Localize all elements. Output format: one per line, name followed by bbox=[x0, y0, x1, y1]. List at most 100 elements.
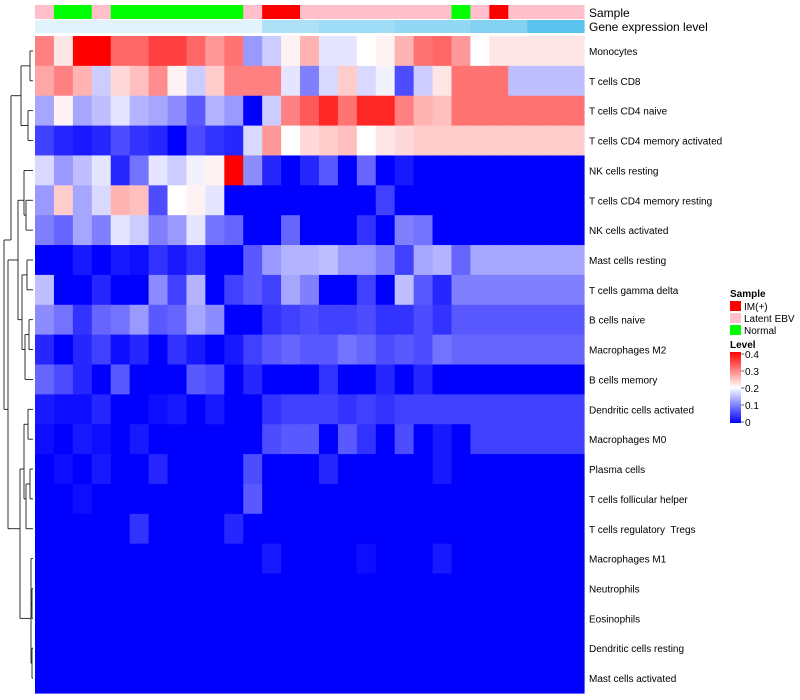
gene-annotation-label: Gene expression level bbox=[589, 20, 708, 34]
heatmap-cell bbox=[451, 603, 472, 634]
heatmap-cell bbox=[91, 543, 112, 575]
heatmap-cell bbox=[356, 215, 377, 246]
heatmap-cell bbox=[243, 543, 263, 575]
heatmap-cell bbox=[243, 65, 263, 97]
heatmap-cell bbox=[413, 245, 434, 276]
legend-sample-title: Sample bbox=[730, 289, 766, 300]
heatmap-cell bbox=[337, 513, 358, 545]
heatmap-cell bbox=[508, 95, 528, 127]
heatmap-cell bbox=[243, 334, 263, 366]
heatmap-cell bbox=[205, 543, 225, 575]
heatmap-cell bbox=[432, 633, 453, 664]
heatmap-cell bbox=[167, 543, 188, 575]
heatmap-cell bbox=[72, 185, 93, 216]
heatmap-cell bbox=[148, 603, 169, 634]
sample-annotation-cell bbox=[470, 5, 490, 19]
sample-annotation-cell bbox=[356, 5, 377, 19]
heatmap-cell bbox=[167, 185, 188, 216]
heatmap-cell bbox=[224, 36, 244, 67]
heatmap-cell bbox=[300, 364, 320, 395]
heatmap-cell bbox=[546, 155, 566, 186]
heatmap-cell bbox=[243, 454, 263, 485]
heatmap-cell bbox=[262, 215, 282, 246]
heatmap-cell bbox=[243, 36, 263, 67]
gene-annotation-cell bbox=[565, 20, 585, 33]
sample-annotation-cell bbox=[224, 5, 244, 19]
heatmap-cell bbox=[300, 424, 320, 455]
heatmap-cell bbox=[186, 454, 206, 485]
heatmap-cell bbox=[300, 36, 320, 67]
heatmap-cell bbox=[129, 513, 150, 545]
heatmap-cell bbox=[186, 603, 206, 634]
heatmap-cell bbox=[148, 424, 169, 455]
heatmap-cell bbox=[72, 36, 93, 67]
heatmap-cell bbox=[129, 543, 150, 575]
heatmap-cell bbox=[110, 65, 131, 97]
heatmap-cell bbox=[243, 633, 263, 664]
row-label: Eosinophils bbox=[589, 614, 640, 625]
heatmap-cell bbox=[148, 364, 169, 395]
heatmap-cell bbox=[224, 394, 244, 425]
heatmap-cell bbox=[508, 36, 528, 67]
gene-annotation-cell bbox=[129, 20, 150, 33]
heatmap-cell bbox=[470, 633, 490, 664]
heatmap-cell bbox=[337, 215, 358, 246]
heatmap-cell bbox=[205, 36, 225, 67]
heatmap-cell bbox=[489, 364, 509, 395]
heatmap-cell bbox=[243, 603, 263, 634]
sample-annotation-cell bbox=[565, 5, 585, 19]
row-label: Dendritic cells activated bbox=[589, 405, 694, 416]
heatmap-cell bbox=[224, 304, 244, 336]
heatmap-cell bbox=[489, 394, 509, 425]
heatmap-cell bbox=[451, 483, 472, 515]
heatmap-cell bbox=[35, 543, 55, 575]
heatmap-cell bbox=[489, 603, 509, 634]
heatmap-cell bbox=[356, 454, 377, 485]
gene-annotation-cell bbox=[91, 20, 112, 33]
heatmap-cell bbox=[35, 483, 55, 515]
heatmap-cell bbox=[527, 274, 547, 306]
heatmap-cell bbox=[527, 36, 547, 67]
heatmap-cell bbox=[565, 334, 585, 366]
heatmap-cell bbox=[337, 543, 358, 575]
heatmap-cell bbox=[262, 663, 282, 694]
heatmap-cell bbox=[565, 603, 585, 634]
heatmap-cell bbox=[35, 513, 55, 545]
heatmap-cell bbox=[546, 274, 566, 306]
heatmap-cell bbox=[186, 364, 206, 395]
heatmap-cell bbox=[224, 334, 244, 366]
heatmap-cell bbox=[281, 364, 301, 395]
heatmap-cell bbox=[489, 454, 509, 485]
heatmap-cell bbox=[546, 633, 566, 664]
heatmap-cell bbox=[337, 454, 358, 485]
heatmap-cell bbox=[35, 185, 55, 216]
heatmap-cell bbox=[508, 483, 528, 515]
heatmap-cell bbox=[148, 125, 169, 157]
heatmap-cell bbox=[53, 483, 74, 515]
heatmap-cell bbox=[262, 36, 282, 67]
heatmap-cell bbox=[281, 274, 301, 306]
heatmap-cell bbox=[508, 125, 528, 157]
legend-label: IM(+) bbox=[744, 302, 768, 313]
heatmap-cell bbox=[565, 304, 585, 336]
heatmap-cell bbox=[262, 245, 282, 276]
heatmap-cell bbox=[451, 125, 472, 157]
heatmap-cell bbox=[546, 36, 566, 67]
heatmap-cell bbox=[394, 483, 415, 515]
heatmap-cell bbox=[262, 633, 282, 664]
heatmap-cell bbox=[300, 215, 320, 246]
heatmap-cell bbox=[205, 65, 225, 97]
heatmap-cell bbox=[53, 394, 74, 425]
heatmap-cell bbox=[394, 513, 415, 545]
legend-level-ticks: 0.4 0.3 0.2 0.1 0 bbox=[741, 350, 759, 429]
heatmap-cell bbox=[318, 304, 339, 336]
heatmap-cell bbox=[167, 394, 188, 425]
heatmap-cell bbox=[148, 304, 169, 336]
heatmap-cell bbox=[35, 573, 55, 605]
heatmap-cell bbox=[281, 454, 301, 485]
row-label: Monocytes bbox=[589, 47, 637, 58]
heatmap-cell bbox=[129, 185, 150, 216]
heatmap-cell bbox=[262, 155, 282, 186]
heatmap-cell bbox=[129, 454, 150, 485]
